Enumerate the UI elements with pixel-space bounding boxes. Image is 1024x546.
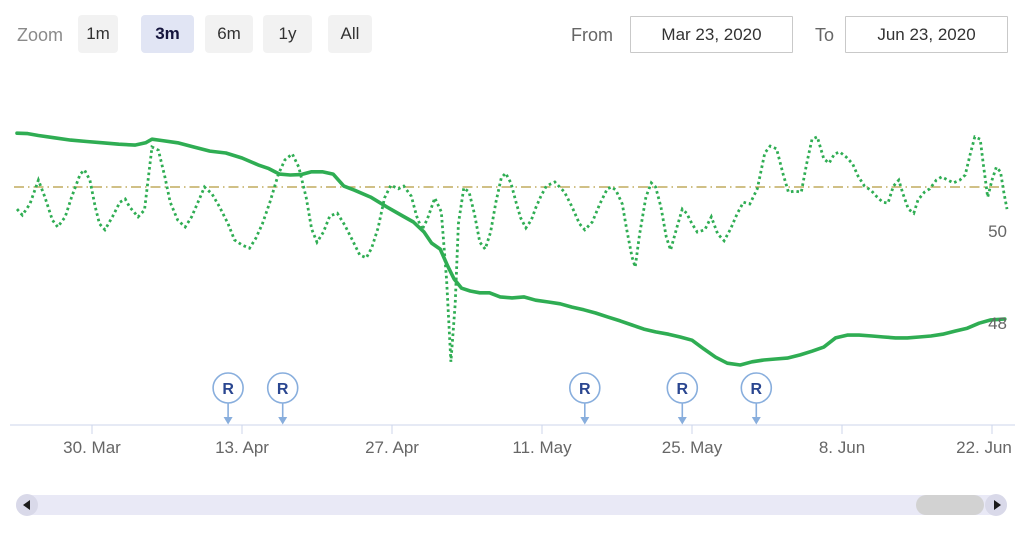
svg-text:R: R (277, 381, 289, 398)
x-tick-label: 11. May (512, 438, 572, 457)
from-date-input[interactable] (630, 16, 793, 53)
svg-text:R: R (751, 381, 763, 398)
y-tick-label: 48 (988, 314, 1007, 333)
to-label: To (815, 25, 835, 45)
to-date-input[interactable] (845, 16, 1008, 53)
svg-text:R: R (222, 381, 234, 398)
zoom-button-all[interactable]: All (328, 15, 372, 53)
scroll-left-button[interactable] (16, 494, 38, 516)
from-label: From (571, 25, 613, 45)
x-tick-label: 8. Jun (818, 438, 866, 457)
zoom-button-3m[interactable]: 3m (141, 15, 194, 53)
zoom-button-1m[interactable]: 1m (78, 15, 118, 53)
svg-text:R: R (677, 381, 689, 398)
x-tick-label: 25. May (661, 438, 723, 457)
flag-marker-R[interactable]: R (568, 372, 601, 425)
scroll-left-icon (22, 500, 30, 510)
zoom-label: Zoom (17, 25, 64, 45)
x-tick-label: 30. Mar (63, 438, 121, 457)
scrollbar-thumb[interactable] (916, 495, 984, 515)
scroll-right-icon (993, 500, 1001, 510)
x-tick-label: 22. Jun (956, 438, 1012, 457)
flag-marker-R[interactable]: R (212, 372, 244, 425)
scroll-right-button[interactable] (985, 494, 1007, 516)
x-tick-label: 27. Apr (365, 438, 419, 457)
x-tick-label: 13. Apr (215, 438, 269, 457)
svg-text:R: R (579, 381, 591, 398)
chart-scrollbar[interactable] (16, 494, 1007, 516)
price-line-series (15, 131, 1007, 367)
y-tick-label: 50 (988, 222, 1007, 241)
zoom-button-6m[interactable]: 6m (205, 15, 253, 53)
zoom-button-1y[interactable]: 1y (263, 15, 312, 53)
flag-marker-R[interactable]: R (740, 372, 773, 425)
flag-marker-R[interactable]: R (266, 372, 299, 425)
x-axis-ticks (91, 425, 993, 434)
indicator-dotted-series (15, 134, 1009, 362)
scrollbar-track[interactable] (16, 495, 1007, 515)
flag-marker-R[interactable]: R (666, 372, 699, 425)
